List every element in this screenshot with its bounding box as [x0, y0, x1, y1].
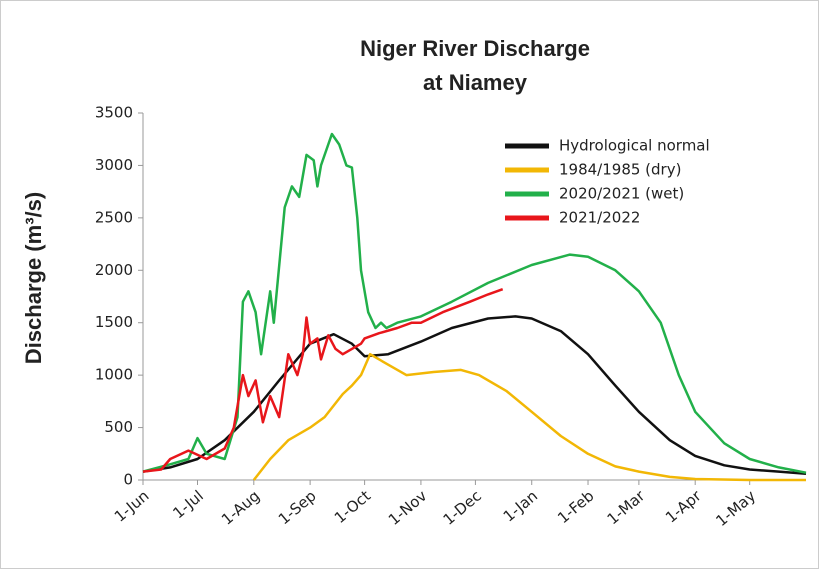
legend-label: 2021/2022 [559, 209, 640, 227]
legend-label: 2020/2021 (wet) [559, 185, 684, 203]
legend-label: Hydrological normal [559, 137, 710, 155]
legend-label: 1984/1985 (dry) [559, 161, 681, 179]
series-line [142, 288, 504, 473]
chart-title: Niger River Discharge [360, 36, 590, 61]
chart-title: at Niamey [423, 70, 528, 95]
y-axis-label: Discharge (m³/s) [21, 192, 46, 364]
y-tick-label: 0 [123, 471, 133, 489]
y-tick-label: 1500 [95, 313, 133, 331]
y-tick-label: 2000 [95, 261, 133, 279]
y-tick-label: 3000 [95, 156, 133, 174]
series-line [142, 132, 807, 474]
y-tick-label: 1000 [95, 366, 133, 384]
y-tick-label: 500 [104, 418, 133, 436]
series-line [142, 315, 807, 475]
series-line [252, 352, 806, 482]
y-tick-label: 3500 [95, 104, 133, 122]
y-tick-label: 2500 [95, 208, 133, 226]
